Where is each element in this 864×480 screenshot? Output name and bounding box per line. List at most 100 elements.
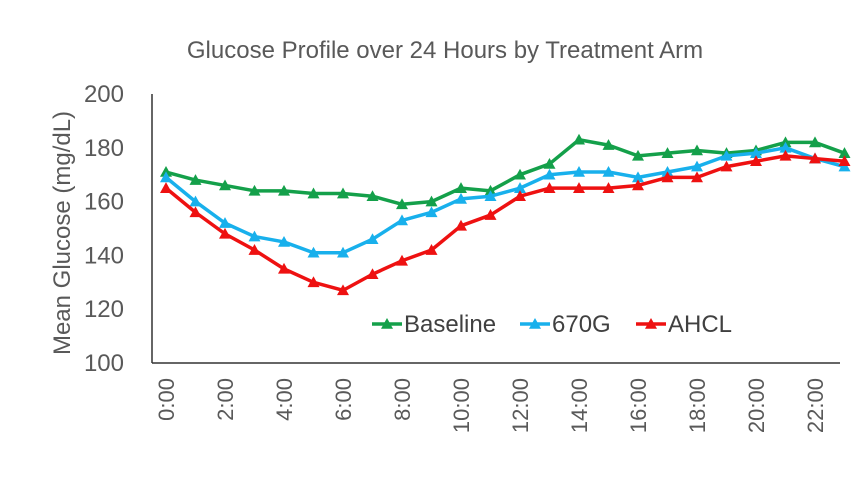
x-tick-label: 20:00 — [744, 378, 769, 433]
data-point — [750, 155, 762, 167]
series-line — [165, 137, 846, 207]
data-point — [425, 244, 438, 255]
data-point — [396, 254, 408, 266]
data-point — [455, 192, 467, 204]
data-point — [337, 187, 349, 199]
data-point — [307, 187, 320, 199]
x-tick-label: 12:00 — [508, 378, 533, 433]
legend-item: 670G — [520, 311, 611, 338]
legend-marker — [645, 318, 657, 329]
x-tick-label: 16:00 — [626, 378, 651, 433]
data-point — [720, 149, 733, 161]
data-point — [189, 195, 202, 207]
data-point — [484, 209, 497, 220]
data-point — [809, 152, 821, 164]
data-point — [396, 198, 408, 210]
data-point — [543, 168, 556, 180]
data-point — [543, 157, 556, 169]
x-tick-label: 10:00 — [449, 378, 474, 433]
series-baseline — [160, 133, 851, 210]
data-point — [278, 262, 290, 274]
data-point — [219, 179, 231, 191]
data-point — [248, 184, 261, 196]
data-point — [661, 171, 674, 183]
legend: Baseline 670G AHCL — [372, 311, 732, 338]
data-point — [455, 219, 467, 231]
data-point — [307, 246, 320, 258]
data-point — [691, 144, 703, 156]
legend-label: AHCL — [668, 311, 732, 338]
x-axis: 0:00 2:00 4:00 6:00 8:00 10:00 12:00 14:00 16:00… — [152, 362, 840, 433]
x-tick-label: 2:00 — [213, 378, 238, 421]
data-point — [514, 182, 526, 193]
data-point — [278, 184, 290, 196]
y-tick-label: 100 — [84, 350, 124, 377]
x-tick-label: 0:00 — [154, 378, 179, 421]
data-point — [779, 149, 792, 161]
data-point — [602, 139, 615, 150]
data-point — [543, 182, 556, 193]
y-tick-label: 160 — [84, 189, 124, 216]
data-point — [602, 182, 615, 193]
y-tick-label: 180 — [84, 135, 124, 162]
data-point — [691, 171, 703, 183]
data-point — [425, 206, 438, 218]
series-line — [164, 154, 845, 293]
x-tick-label: 6:00 — [331, 378, 356, 421]
data-point — [425, 195, 438, 207]
legend-label: Baseline — [404, 311, 496, 338]
data-point — [278, 235, 290, 247]
data-point — [219, 227, 231, 239]
y-tick-label: 200 — [84, 81, 124, 108]
data-point — [750, 147, 762, 158]
data-point — [720, 160, 733, 172]
data-point — [573, 166, 585, 177]
data-point — [514, 190, 526, 202]
legend-item: Baseline — [372, 311, 496, 338]
data-point — [248, 244, 261, 255]
x-tick-label: 22:00 — [803, 378, 828, 433]
y-tick-label: 120 — [84, 296, 124, 323]
data-point — [189, 206, 202, 218]
data-point — [337, 284, 349, 296]
data-point — [632, 149, 644, 161]
data-point — [632, 179, 644, 191]
y-axis-label: Mean Glucose (mg/dL) — [49, 111, 76, 355]
data-point — [632, 171, 644, 183]
y-tick-label: 140 — [84, 242, 124, 269]
series-line — [164, 146, 845, 255]
series-ahcl — [160, 149, 851, 296]
data-point — [396, 214, 408, 226]
data-point — [779, 141, 792, 153]
data-point — [307, 276, 320, 288]
legend-marker — [529, 318, 541, 329]
data-point — [366, 268, 379, 280]
data-point — [366, 190, 379, 202]
data-point — [514, 168, 526, 180]
data-point — [573, 133, 585, 145]
chart-title: Glucose Profile over 24 Hours by Treatme… — [187, 37, 703, 64]
data-point — [809, 136, 821, 148]
series-670g — [160, 141, 851, 258]
data-point — [160, 182, 172, 193]
data-point — [602, 166, 615, 177]
legend-item: AHCL — [636, 311, 732, 338]
data-point — [219, 217, 231, 228]
data-point — [337, 246, 349, 258]
data-point — [484, 190, 497, 202]
x-tick-label: 18:00 — [685, 378, 710, 433]
data-point — [189, 174, 202, 185]
legend-marker — [381, 318, 393, 329]
data-point — [573, 182, 585, 193]
x-tick-label: 14:00 — [567, 378, 592, 433]
data-point — [838, 155, 851, 167]
legend-label: 670G — [552, 311, 611, 338]
data-point — [366, 233, 379, 245]
data-point — [455, 182, 467, 193]
series-group — [160, 133, 851, 296]
x-tick-label: 4:00 — [272, 378, 297, 421]
data-point — [661, 147, 674, 158]
data-point — [691, 160, 703, 172]
